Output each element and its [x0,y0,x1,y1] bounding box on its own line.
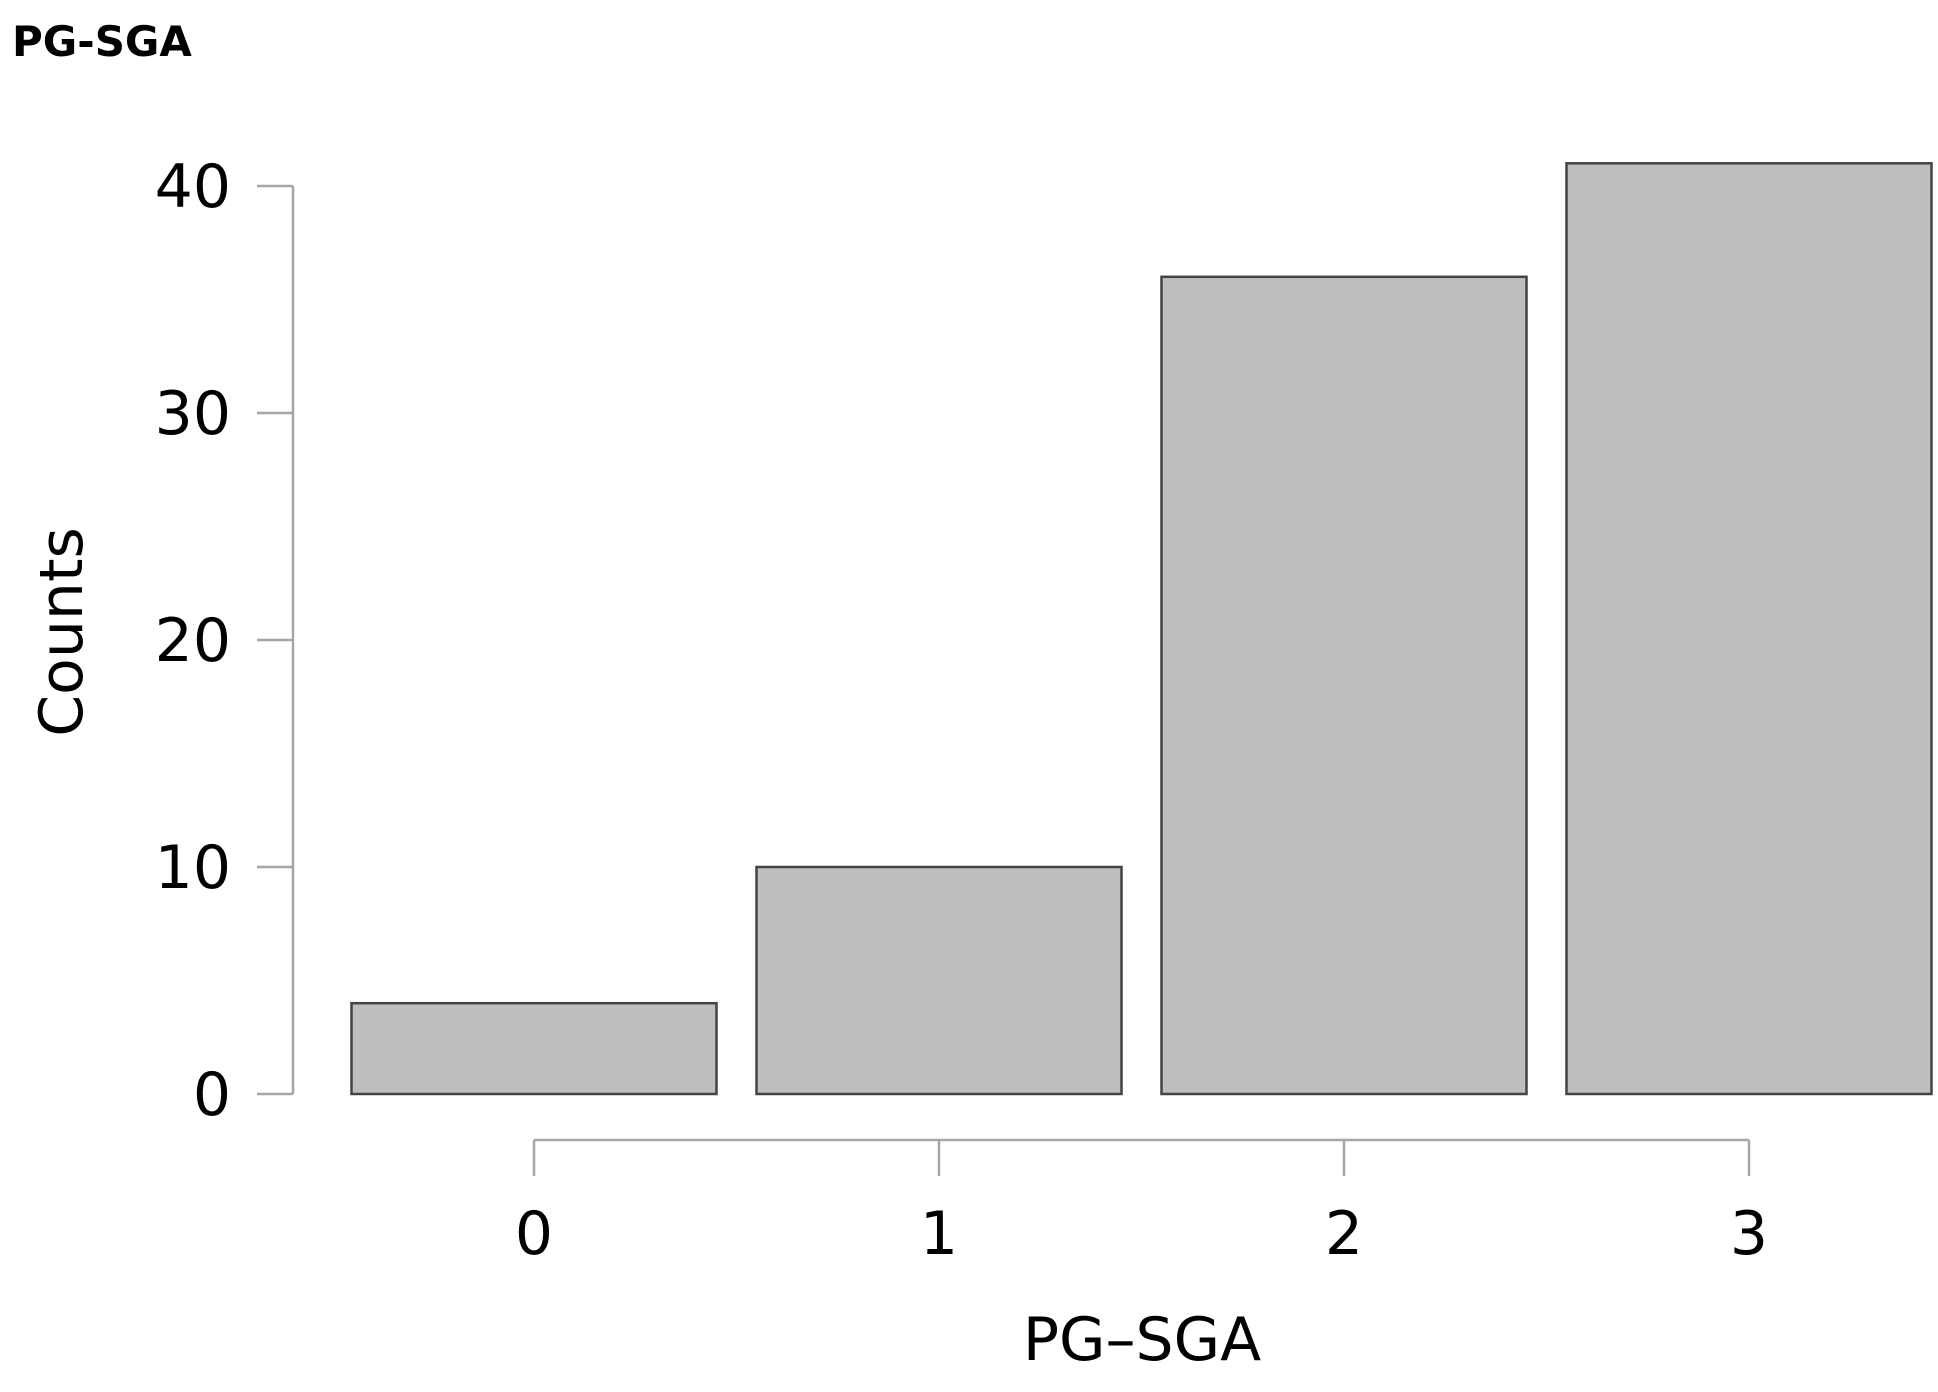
y-tick-label: 0 [193,1060,231,1130]
bar-3 [1565,162,1933,1096]
bar-1 [755,865,1123,1096]
y-tick-label: 20 [155,606,231,676]
x-tick-label: 3 [1730,1199,1768,1269]
y-tick-label: 40 [155,152,231,222]
x-tick-label: 1 [920,1199,958,1269]
bars [350,162,1933,1096]
x-tick-label: 0 [515,1199,553,1269]
bar-0 [350,1001,718,1096]
x-axis-label: PG–SGA [1023,1305,1261,1375]
bar-2 [1160,275,1528,1096]
x-axis: 0 1 2 3 [515,1138,1768,1269]
y-tick-label: 30 [155,379,231,449]
y-tick-label: 10 [155,833,231,903]
y-axis-label: Counts [27,527,97,736]
x-tick-label: 2 [1325,1199,1363,1269]
y-axis: 0 10 20 30 40 [155,152,295,1130]
chart-title: PG-SGA [12,17,192,66]
